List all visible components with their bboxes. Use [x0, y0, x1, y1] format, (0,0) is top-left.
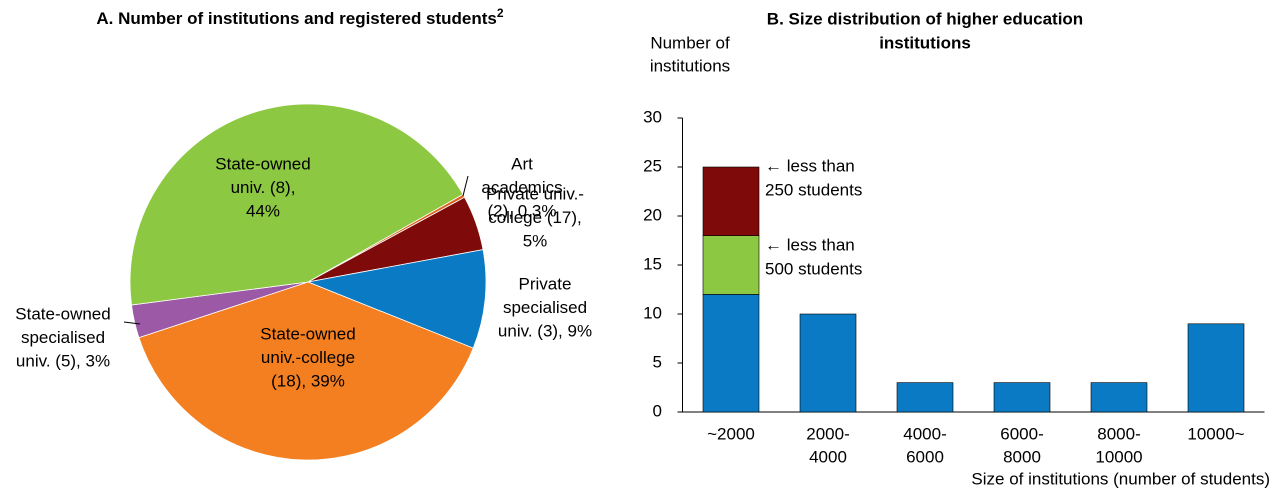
x-tick-label: 10000~	[1187, 424, 1244, 443]
slice-label: 5%	[523, 231, 548, 250]
y-tick-label: 10	[643, 303, 662, 322]
leader-line	[462, 175, 469, 197]
title-superscript: 2	[497, 6, 504, 20]
bar-segment	[896, 382, 954, 413]
bar-segment	[702, 235, 760, 295]
slice-label: Art	[511, 154, 533, 173]
x-tick-label: 8000	[1003, 447, 1041, 466]
slice-label: State-owned	[215, 154, 310, 173]
slice-label: specialised	[503, 298, 587, 317]
x-tick-label: 8000-	[1097, 424, 1140, 443]
y-axis-title: Number of	[650, 33, 730, 52]
y-tick-label: 15	[643, 254, 662, 273]
y-tick-label: 5	[653, 352, 662, 371]
x-tick-label: ~2000	[707, 424, 755, 443]
chart-title: A. Number of institutions and registered…	[96, 6, 503, 28]
slice-label: univ. (8),	[231, 178, 296, 197]
x-tick-label: 10000	[1095, 447, 1142, 466]
bar-segment	[702, 294, 760, 413]
bar-segment	[993, 382, 1051, 413]
slice-label: State-owned	[15, 304, 110, 323]
y-tick-label: 0	[653, 401, 662, 420]
slice-label: univ. (5), 3%	[16, 351, 110, 370]
chart-title: B. Size distribution of higher education	[767, 9, 1083, 28]
slice-label: (18), 39%	[271, 371, 345, 390]
x-axis-title: Size of institutions (number of students…	[971, 469, 1270, 488]
annotation: 500 students	[765, 259, 862, 278]
x-tick-label: 2000-	[806, 424, 849, 443]
slice-label: academics	[481, 178, 562, 197]
slice-label: Private	[519, 274, 572, 293]
chart-title: institutions	[879, 33, 971, 52]
pie-slice	[306, 249, 487, 349]
annotation: 250 students	[765, 180, 862, 199]
bar-segment	[799, 313, 857, 413]
bar-segment	[1187, 323, 1245, 413]
slice-label: univ.-college	[261, 348, 355, 367]
y-tick-label: 25	[643, 156, 662, 175]
x-tick-label: 6000-	[1000, 424, 1043, 443]
slice-label: State-owned	[260, 324, 355, 343]
bar-segment	[702, 166, 760, 236]
annotation: ← less than	[765, 156, 855, 175]
bar-segment	[1090, 382, 1148, 413]
x-tick-label: 4000-	[903, 424, 946, 443]
y-axis-title: institutions	[650, 56, 730, 75]
leader-line	[123, 321, 141, 325]
title-text: A. Number of institutions and registered…	[96, 9, 496, 28]
slice-label: college (17),	[488, 208, 582, 227]
x-tick-label: 6000	[906, 447, 944, 466]
pie-slice	[138, 281, 474, 461]
slice-label: (2), 0.3%	[488, 201, 557, 220]
pie-slice	[129, 103, 464, 306]
slice-label: Private univ.-	[486, 184, 584, 203]
y-tick-label: 30	[643, 107, 662, 126]
x-tick-label: 4000	[809, 447, 847, 466]
annotation: ← less than	[765, 235, 855, 254]
y-tick-label: 20	[643, 205, 662, 224]
slice-label: univ. (3), 9%	[498, 321, 592, 340]
slice-label: 44%	[246, 201, 280, 220]
slice-label: specialised	[21, 328, 105, 347]
